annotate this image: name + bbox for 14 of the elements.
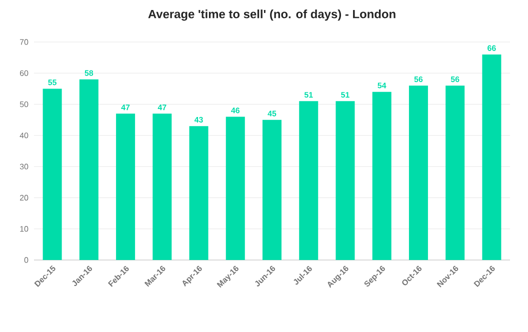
bar <box>79 79 98 260</box>
bar <box>372 92 392 260</box>
bar <box>446 86 465 260</box>
bar <box>226 116 245 260</box>
chart-title: Average 'time to sell' (no. of days) - London <box>148 10 396 21</box>
bar <box>152 114 172 260</box>
bar <box>262 120 282 260</box>
bar <box>482 54 502 260</box>
bar <box>189 126 208 260</box>
bar <box>336 101 355 260</box>
bar <box>116 114 136 260</box>
bar <box>299 101 318 260</box>
bar <box>408 86 428 260</box>
bar <box>42 88 62 260</box>
